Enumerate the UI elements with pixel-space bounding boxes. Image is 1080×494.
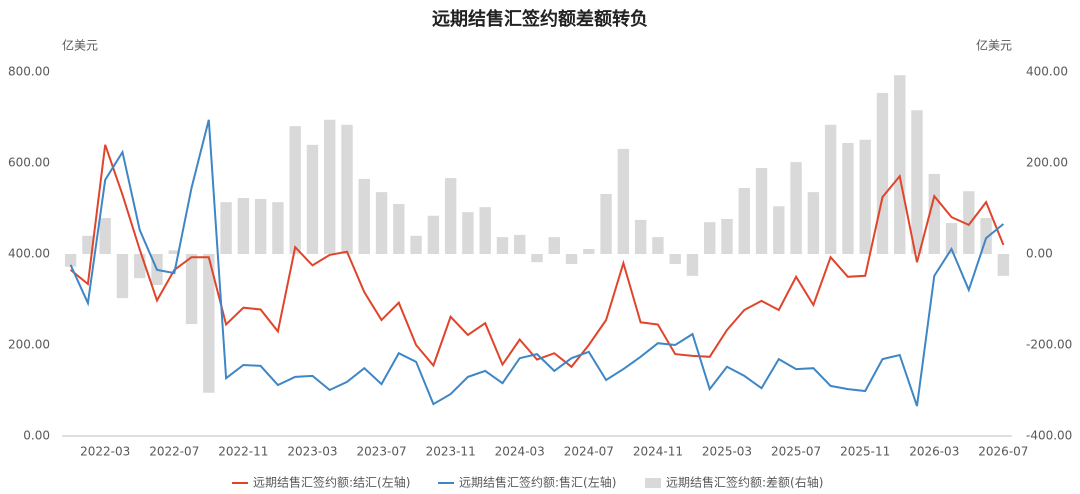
bar bbox=[185, 254, 198, 325]
y-tick-label: 400.00 bbox=[8, 247, 50, 261]
x-tick-label: 2025-07 bbox=[771, 445, 821, 459]
y2-unit: 亿美元 bbox=[976, 38, 1012, 53]
bar bbox=[306, 144, 319, 254]
legend-label: 远期结售汇签约额:结汇(左轴) bbox=[253, 475, 410, 490]
x-tick-label: 2022-03 bbox=[80, 445, 130, 459]
bar bbox=[824, 124, 837, 254]
bar bbox=[496, 237, 509, 254]
bar bbox=[894, 75, 906, 254]
x-tick-label: 2024-03 bbox=[495, 445, 545, 459]
bar bbox=[842, 142, 854, 254]
bar bbox=[427, 215, 440, 254]
bar bbox=[134, 254, 146, 279]
x-tick-label: 2023-11 bbox=[426, 445, 476, 459]
bar bbox=[755, 168, 768, 254]
x-tick-label: 2026-07 bbox=[978, 445, 1028, 459]
x-tick-label: 2023-07 bbox=[356, 445, 406, 459]
legend-label: 远期结售汇签约额:差额(右轴) bbox=[666, 475, 823, 490]
bar bbox=[237, 198, 250, 254]
y2-tick-label: -200.00 bbox=[1026, 338, 1072, 352]
bar bbox=[341, 124, 353, 254]
bar bbox=[928, 173, 940, 254]
bar bbox=[324, 119, 336, 255]
bar bbox=[963, 191, 975, 254]
bar bbox=[82, 235, 94, 254]
x-tick-label: 2024-07 bbox=[564, 445, 614, 459]
bar bbox=[358, 178, 370, 254]
bar bbox=[289, 126, 301, 254]
bar bbox=[514, 234, 526, 254]
bar bbox=[738, 188, 750, 254]
bar bbox=[565, 254, 578, 265]
line bbox=[69, 144, 1005, 369]
bar bbox=[859, 139, 871, 254]
bar bbox=[168, 250, 180, 254]
bar bbox=[876, 92, 889, 255]
y2-tick-label: 200.00 bbox=[1026, 156, 1068, 170]
y2-tick-label: 0.00 bbox=[1026, 247, 1053, 261]
bar bbox=[272, 202, 284, 254]
y-tick-label: 800.00 bbox=[8, 65, 50, 79]
bar bbox=[64, 254, 77, 267]
bar bbox=[704, 222, 716, 254]
legend-swatch bbox=[645, 478, 661, 488]
y-tick-label: 600.00 bbox=[8, 156, 50, 170]
bar bbox=[375, 192, 388, 254]
bar bbox=[462, 212, 474, 254]
bar bbox=[911, 110, 923, 254]
bar bbox=[203, 254, 215, 393]
bar bbox=[444, 178, 457, 254]
x-tick-label: 2023-03 bbox=[287, 445, 337, 459]
x-tick-label: 2022-07 bbox=[149, 445, 199, 459]
bar bbox=[669, 254, 681, 265]
bar bbox=[99, 218, 111, 254]
bar bbox=[634, 219, 647, 254]
bar bbox=[220, 202, 232, 254]
bar bbox=[773, 206, 785, 254]
bar bbox=[254, 198, 267, 254]
bar bbox=[686, 254, 699, 276]
bar bbox=[997, 254, 1010, 276]
line bbox=[69, 119, 1005, 407]
bar bbox=[980, 218, 992, 254]
x-tick-label: 2025-11 bbox=[840, 445, 890, 459]
chart-title: 远期结售汇签约额差额转负 bbox=[432, 8, 648, 30]
bar bbox=[479, 207, 491, 254]
y2-tick-label: -400.00 bbox=[1026, 429, 1072, 443]
bar bbox=[807, 192, 820, 254]
x-tick-label: 2022-11 bbox=[218, 445, 268, 459]
bar bbox=[548, 237, 560, 254]
y-tick-label: 0.00 bbox=[23, 429, 50, 443]
bar bbox=[393, 203, 405, 254]
bar bbox=[652, 237, 664, 254]
bar bbox=[617, 148, 630, 254]
bar bbox=[410, 235, 422, 254]
y-unit: 亿美元 bbox=[62, 38, 98, 53]
y-tick-label: 200.00 bbox=[8, 338, 50, 352]
bar bbox=[116, 254, 129, 299]
x-tick-label: 2025-03 bbox=[702, 445, 752, 459]
bar bbox=[600, 193, 612, 254]
legend-label: 远期结售汇签约额:售汇(左轴) bbox=[459, 475, 616, 490]
bar bbox=[583, 248, 595, 254]
x-tick-label: 2024-11 bbox=[633, 445, 683, 459]
x-tick-label: 2026-03 bbox=[909, 445, 959, 459]
y2-tick-label: 400.00 bbox=[1026, 65, 1068, 79]
bar bbox=[721, 218, 733, 254]
bar bbox=[945, 223, 958, 254]
bar bbox=[790, 162, 802, 254]
bar bbox=[531, 254, 543, 263]
